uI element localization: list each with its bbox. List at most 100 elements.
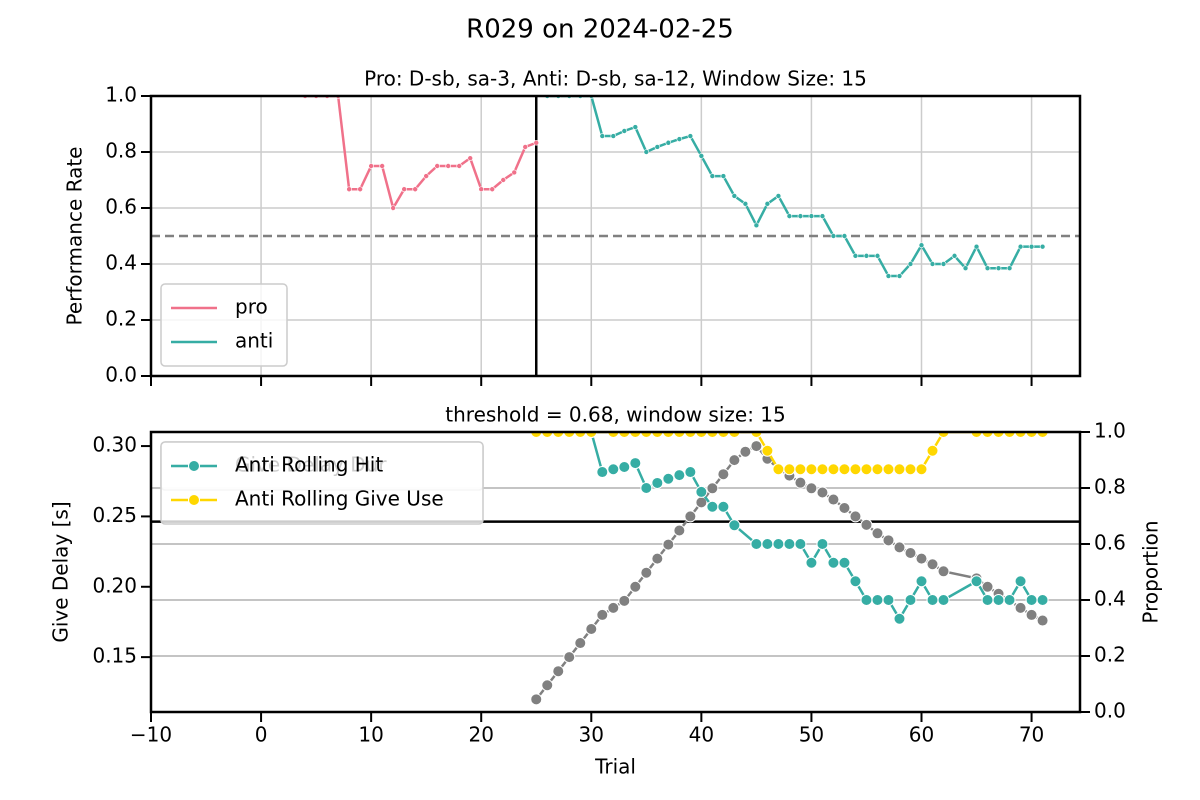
point: [621, 128, 628, 134]
point: [882, 463, 895, 476]
point: [731, 193, 738, 199]
point: [973, 243, 980, 250]
y2-tick-label: 0.8: [1094, 475, 1126, 499]
point: [783, 538, 796, 550]
point: [849, 510, 862, 523]
series-line: [590, 432, 1043, 622]
point: [563, 432, 576, 438]
point: [728, 454, 741, 467]
point: [1003, 432, 1016, 438]
point: [643, 149, 650, 155]
point: [346, 186, 352, 193]
x-tick-label: 50: [799, 723, 824, 747]
point: [995, 265, 1002, 272]
point: [640, 566, 653, 579]
point: [709, 173, 716, 179]
point: [673, 469, 686, 482]
plot-area: [302, 96, 1046, 279]
point: [585, 432, 598, 438]
point: [445, 163, 451, 169]
point: [761, 538, 774, 550]
point: [552, 432, 565, 438]
point: [379, 163, 385, 169]
point: [500, 177, 507, 183]
point: [629, 580, 642, 593]
point: [874, 253, 881, 259]
point: [684, 510, 697, 523]
point: [893, 612, 906, 625]
point: [412, 186, 418, 193]
y2-axis-label: Proportion: [1139, 520, 1163, 623]
point: [698, 153, 705, 159]
point: [830, 233, 837, 239]
x-tick-label: 70: [1019, 723, 1044, 747]
point: [684, 432, 697, 438]
point: [489, 186, 496, 193]
point: [852, 253, 859, 259]
point: [915, 575, 928, 588]
point: [827, 463, 840, 476]
legend-label: Anti Rolling Hit: [235, 453, 383, 477]
point: [673, 432, 686, 438]
point: [860, 463, 873, 476]
point: [915, 463, 928, 476]
point: [1006, 265, 1013, 272]
point: [794, 476, 807, 489]
point: [1025, 594, 1038, 606]
point: [662, 472, 675, 485]
point: [522, 144, 529, 150]
point: [607, 432, 620, 438]
legend-box: [160, 283, 288, 367]
y-tick-label: 0.30: [92, 433, 137, 457]
point: [676, 136, 683, 142]
point: [720, 173, 727, 179]
point: [827, 556, 840, 569]
point: [640, 482, 653, 494]
point: [533, 139, 540, 146]
point: [764, 201, 771, 207]
point: [805, 463, 818, 476]
point: [640, 432, 653, 438]
point: [907, 261, 914, 267]
point: [816, 463, 829, 476]
x-axis-label: Trial: [594, 755, 636, 779]
point: [467, 155, 474, 161]
point: [882, 594, 895, 606]
point: [607, 601, 620, 614]
point: [574, 432, 587, 438]
point: [750, 440, 763, 453]
point: [816, 486, 829, 499]
y2-tick-label: 0.4: [1094, 587, 1126, 611]
point: [632, 124, 639, 130]
point: [717, 468, 730, 481]
point: [706, 500, 719, 513]
point: [962, 265, 969, 272]
point: [1039, 243, 1046, 250]
point: [684, 466, 697, 479]
point: [794, 538, 807, 550]
legend-box: [160, 441, 484, 525]
point: [849, 463, 862, 476]
x-tick-label: 30: [579, 723, 604, 747]
plot-area: [530, 432, 1049, 706]
point: [981, 580, 994, 593]
point: [717, 432, 730, 438]
point: [841, 233, 848, 239]
x-tick-label: 60: [909, 723, 934, 747]
point: [838, 501, 851, 514]
series-line: [535, 444, 1044, 701]
y2-tick-label: 0.6: [1094, 531, 1126, 555]
point: [951, 253, 958, 259]
point: [926, 444, 939, 457]
point: [1025, 432, 1038, 438]
point: [860, 594, 873, 606]
point: [651, 476, 664, 489]
point: [665, 139, 672, 146]
point: [706, 432, 719, 438]
x-tick-label: 10: [358, 723, 383, 747]
point: [618, 432, 631, 438]
point: [904, 463, 917, 476]
point: [896, 273, 903, 279]
y2-tick-label: 1.0: [1094, 419, 1126, 443]
point: [585, 622, 598, 635]
